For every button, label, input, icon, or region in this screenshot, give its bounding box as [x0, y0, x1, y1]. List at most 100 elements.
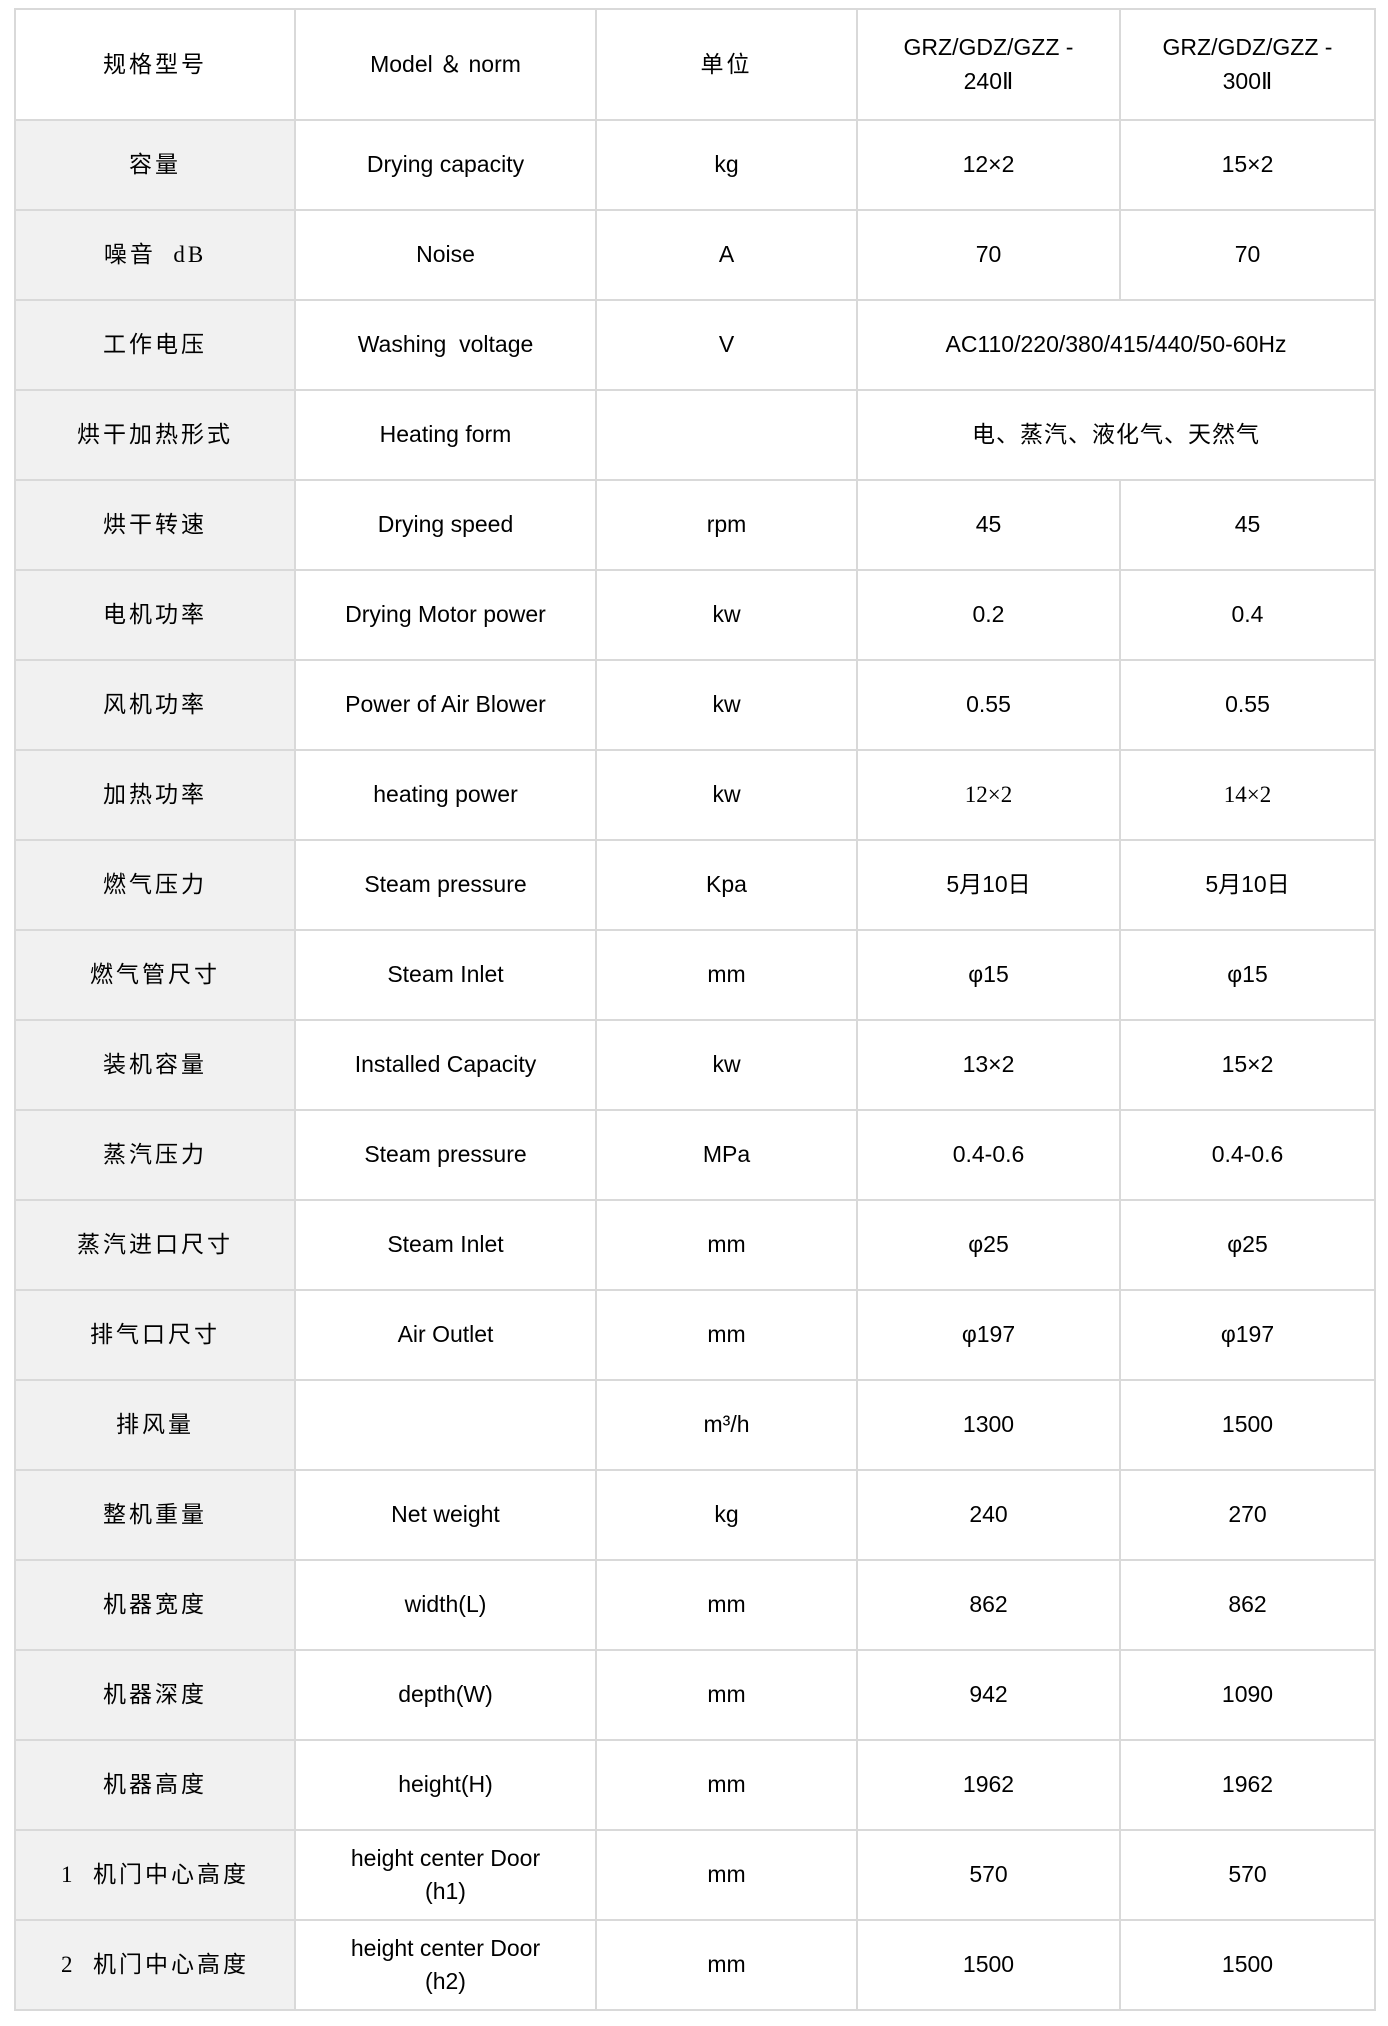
- value-cell-300: 45: [1119, 479, 1376, 571]
- table-row-door-center-h2: 2 机门中心高度 height center Door (h2) mm 1500…: [14, 1919, 1376, 2011]
- table-row-width: 机器宽度 width(L) mm 862 862: [14, 1559, 1376, 1651]
- value-cell-240: 862: [856, 1559, 1121, 1651]
- value-cell-240: 0.4-0.6: [856, 1109, 1121, 1201]
- unit-cell: mm: [595, 1199, 858, 1291]
- spec-en-cell: Net weight: [294, 1469, 597, 1561]
- unit-cell: mm: [595, 1559, 858, 1651]
- table-row-net-weight: 整机重量 Net weight kg 240 270: [14, 1469, 1376, 1561]
- unit-cell: mm: [595, 1829, 858, 1921]
- spec-en-cell: Power of Air Blower: [294, 659, 597, 751]
- value-cell-300: 570: [1119, 1829, 1376, 1921]
- unit-cell: mm: [595, 1649, 858, 1741]
- spec-table: 规格型号 Model ＆ norm 单位 GRZ/GDZ/GZZ - 240Ⅱ …: [14, 8, 1376, 2011]
- spec-label-cell: 排风量: [14, 1379, 296, 1471]
- table-row-gas-pressure: 燃气压力 Steam pressure Kpa 5月10日 5月10日: [14, 839, 1376, 931]
- spec-en-cell: Heating form: [294, 389, 597, 481]
- unit-cell: rpm: [595, 479, 858, 571]
- spec-label-cell: 机器高度: [14, 1739, 296, 1831]
- spec-label-cell: 噪音 dB: [14, 209, 296, 301]
- value-cell-240: 942: [856, 1649, 1121, 1741]
- value-cell-300: 14×2: [1119, 749, 1376, 841]
- spec-en-cell: Noise: [294, 209, 597, 301]
- value-cell-240: φ15: [856, 929, 1121, 1021]
- value-cell-240: 12×2: [856, 749, 1121, 841]
- unit-cell: [595, 389, 858, 481]
- header-model-300: GRZ/GDZ/GZZ - 300Ⅱ: [1119, 8, 1376, 121]
- value-cell-300: 1962: [1119, 1739, 1376, 1831]
- value-cell-300: 1090: [1119, 1649, 1376, 1741]
- value-cell-240: 1962: [856, 1739, 1121, 1831]
- value-cell-240: 1300: [856, 1379, 1121, 1471]
- unit-cell: mm: [595, 929, 858, 1021]
- value-cell-240: 0.2: [856, 569, 1121, 661]
- value-cell-300: 0.4: [1119, 569, 1376, 661]
- spec-label-cell: 1 机门中心高度: [14, 1829, 296, 1921]
- value-cell-merged: 电、蒸汽、液化气、天然气: [856, 389, 1376, 481]
- unit-cell: V: [595, 299, 858, 391]
- spec-label-cell: 2 机门中心高度: [14, 1919, 296, 2011]
- spec-label-cell: 装机容量: [14, 1019, 296, 1111]
- unit-cell: kw: [595, 569, 858, 661]
- unit-cell: mm: [595, 1289, 858, 1381]
- table-row-gas-pipe-size: 燃气管尺寸 Steam Inlet mm φ15 φ15: [14, 929, 1376, 1021]
- spec-en-cell: Drying Motor power: [294, 569, 597, 661]
- value-cell-240: φ197: [856, 1289, 1121, 1381]
- value-cell-300: 0.4-0.6: [1119, 1109, 1376, 1201]
- table-row-voltage: 工作电压 Washing voltage V AC110/220/380/415…: [14, 299, 1376, 391]
- unit-cell: kw: [595, 1019, 858, 1111]
- value-cell-300: 270: [1119, 1469, 1376, 1561]
- spec-label-cell: 排气口尺寸: [14, 1289, 296, 1381]
- spec-label-cell: 电机功率: [14, 569, 296, 661]
- spec-en-cell: Steam pressure: [294, 1109, 597, 1201]
- spec-label-cell: 加热功率: [14, 749, 296, 841]
- value-cell-240: 5月10日: [856, 839, 1121, 931]
- spec-en-cell: height(H): [294, 1739, 597, 1831]
- spec-label-cell: 风机功率: [14, 659, 296, 751]
- spec-en-cell: Steam Inlet: [294, 1199, 597, 1291]
- value-cell-240: 1500: [856, 1919, 1121, 2011]
- table-row-installed-capacity: 装机容量 Installed Capacity kw 13×2 15×2: [14, 1019, 1376, 1111]
- spec-en-cell: Drying capacity: [294, 119, 597, 211]
- spec-en-cell: Installed Capacity: [294, 1019, 597, 1111]
- spec-en-cell: Air Outlet: [294, 1289, 597, 1381]
- spec-label-cell: 蒸汽压力: [14, 1109, 296, 1201]
- unit-cell: kw: [595, 659, 858, 751]
- value-cell-300: 5月10日: [1119, 839, 1376, 931]
- value-cell-240: φ25: [856, 1199, 1121, 1291]
- unit-cell: m³/h: [595, 1379, 858, 1471]
- unit-cell: mm: [595, 1919, 858, 2011]
- value-cell-merged: AC110/220/380/415/440/50-60Hz: [856, 299, 1376, 391]
- header-unit: 单位: [595, 8, 858, 121]
- unit-cell: MPa: [595, 1109, 858, 1201]
- spec-label-cell: 机器宽度: [14, 1559, 296, 1651]
- value-cell-300: 1500: [1119, 1379, 1376, 1471]
- table-row-steam-pressure: 蒸汽压力 Steam pressure MPa 0.4-0.6 0.4-0.6: [14, 1109, 1376, 1201]
- table-row-blower-power: 风机功率 Power of Air Blower kw 0.55 0.55: [14, 659, 1376, 751]
- table-row-steam-inlet-size: 蒸汽进口尺寸 Steam Inlet mm φ25 φ25: [14, 1199, 1376, 1291]
- value-cell-300: 1500: [1119, 1919, 1376, 2011]
- spec-label-cell: 机器深度: [14, 1649, 296, 1741]
- unit-cell: mm: [595, 1739, 858, 1831]
- value-cell-300: 0.55: [1119, 659, 1376, 751]
- value-cell-240: 0.55: [856, 659, 1121, 751]
- spec-label-cell: 烘干转速: [14, 479, 296, 571]
- spec-label-cell: 燃气压力: [14, 839, 296, 931]
- value-cell-300: φ15: [1119, 929, 1376, 1021]
- spec-en-cell: Drying speed: [294, 479, 597, 571]
- unit-cell: kw: [595, 749, 858, 841]
- table-row-air-volume: 排风量 m³/h 1300 1500: [14, 1379, 1376, 1471]
- header-row: 规格型号 Model ＆ norm 单位 GRZ/GDZ/GZZ - 240Ⅱ …: [14, 8, 1376, 121]
- table-row-air-outlet: 排气口尺寸 Air Outlet mm φ197 φ197: [14, 1289, 1376, 1381]
- spec-en-cell: [294, 1379, 597, 1471]
- value-cell-240: 240: [856, 1469, 1121, 1561]
- header-model-norm: Model ＆ norm: [294, 8, 597, 121]
- value-cell-300: 862: [1119, 1559, 1376, 1651]
- value-cell-240: 12×2: [856, 119, 1121, 211]
- table-row-depth: 机器深度 depth(W) mm 942 1090: [14, 1649, 1376, 1741]
- spec-en-cell: Washing voltage: [294, 299, 597, 391]
- spec-label-cell: 容量: [14, 119, 296, 211]
- table-row-drying-speed: 烘干转速 Drying speed rpm 45 45: [14, 479, 1376, 571]
- value-cell-240: 13×2: [856, 1019, 1121, 1111]
- header-spec-model: 规格型号: [14, 8, 296, 121]
